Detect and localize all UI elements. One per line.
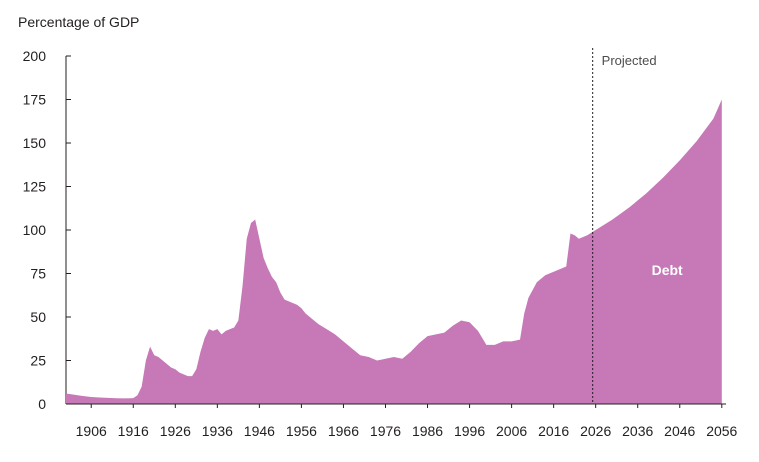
y-tick-label: 200 bbox=[23, 48, 47, 64]
x-tick-label: 1946 bbox=[244, 423, 275, 439]
y-tick-label: 50 bbox=[30, 309, 46, 325]
plot-area bbox=[66, 48, 726, 405]
y-tick-label: 100 bbox=[23, 222, 47, 238]
y-tick-label: 0 bbox=[38, 396, 46, 412]
x-tick-label: 2026 bbox=[580, 423, 611, 439]
x-tick-label: 2046 bbox=[664, 423, 695, 439]
y-tick-label: 125 bbox=[23, 179, 47, 195]
x-tick-label: 1976 bbox=[370, 423, 401, 439]
x-tick-label: 1916 bbox=[118, 423, 149, 439]
x-tick-label: 1986 bbox=[412, 423, 443, 439]
x-tick-label: 1936 bbox=[202, 423, 233, 439]
x-tick-label: 1996 bbox=[454, 423, 485, 439]
x-tick-label: 1926 bbox=[160, 423, 191, 439]
y-tick-label: 75 bbox=[30, 266, 46, 282]
y-tick-label: 25 bbox=[30, 353, 46, 369]
projected-annotation: Projected bbox=[602, 53, 657, 68]
y-axis-ticks: 0 25 50 75 100 125 150 175 200 bbox=[23, 48, 71, 412]
y-axis-title: Percentage of GDP bbox=[18, 14, 139, 30]
x-tick-label: 2056 bbox=[706, 423, 737, 439]
debt-series-label: Debt bbox=[652, 262, 683, 278]
y-tick-label: 150 bbox=[23, 135, 47, 151]
x-tick-label: 1966 bbox=[328, 423, 359, 439]
x-tick-label: 2006 bbox=[496, 423, 527, 439]
x-tick-label: 1906 bbox=[76, 423, 107, 439]
debt-area-series bbox=[66, 99, 722, 404]
x-axis-ticks: 1906 1916 1926 1936 1946 1956 1966 1976 1986 1996… bbox=[76, 404, 738, 439]
y-tick-label: 175 bbox=[23, 92, 47, 108]
x-tick-label: 1956 bbox=[286, 423, 317, 439]
x-tick-label: 2036 bbox=[622, 423, 653, 439]
x-tick-label: 2016 bbox=[538, 423, 569, 439]
